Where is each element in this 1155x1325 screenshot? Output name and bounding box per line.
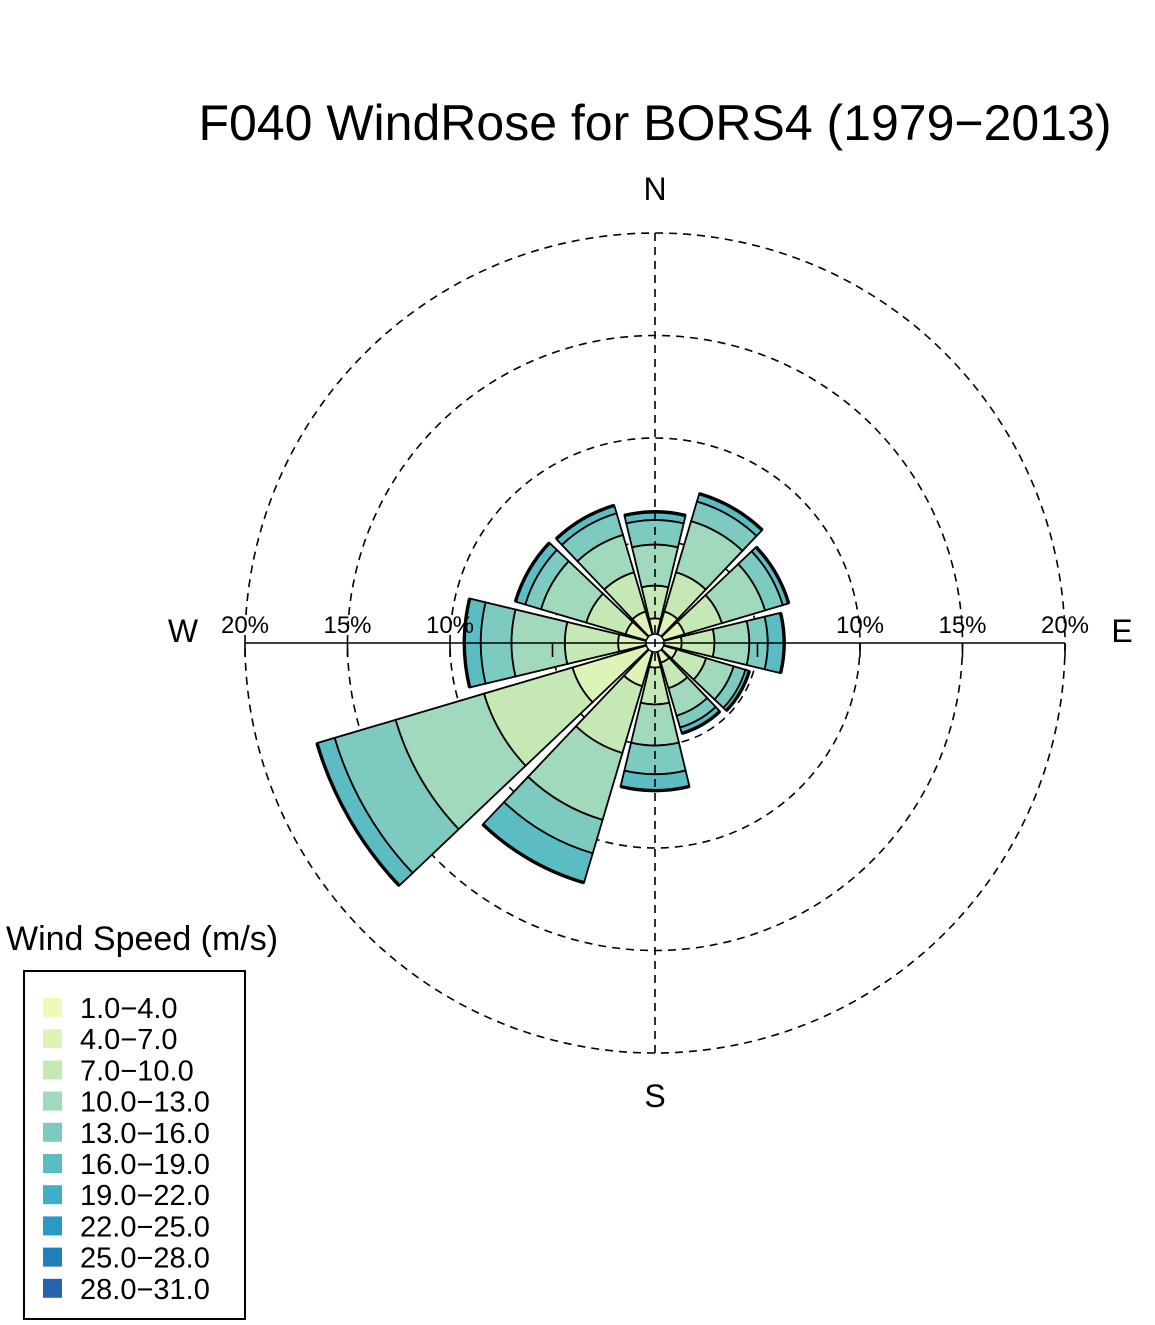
legend-label: 7.0−10.0 [80,1055,194,1087]
sector-segment-0-3 [630,543,680,589]
legend-label: 13.0−16.0 [80,1118,210,1150]
legend-swatch [43,1154,62,1173]
sector-outline-30 [698,491,764,532]
ring-label-west-20: 20% [221,612,269,639]
ring-label-east-20: 20% [1041,612,1089,639]
legend-label: 16.0−19.0 [80,1149,210,1181]
compass-label-east: E [1111,613,1132,649]
ring-label-east-10: 10% [836,612,884,639]
legend-title: Wind Speed (m/s) [6,920,278,958]
legend-label: 22.0−25.0 [80,1211,210,1243]
ring-label-west-10: 10% [426,612,474,639]
legend-swatch [43,1278,62,1298]
sector-outline-180 [620,784,690,793]
legend-label: 10.0−13.0 [80,1087,210,1119]
ring-label-east-15: 15% [938,612,986,639]
legend-label: 25.0−28.0 [80,1243,210,1275]
sectors [315,491,791,887]
legend-label: 19.0−22.0 [80,1180,210,1212]
sector-outline-240 [315,742,401,887]
sector-outline-300 [513,541,551,603]
legend-label: 28.0−31.0 [80,1274,210,1306]
compass-label-north: N [643,171,666,207]
legend: 1.0−4.04.0−7.07.0−10.010.0−13.013.0−16.0… [43,993,210,1306]
legend-swatch [43,998,62,1017]
legend-swatch [43,1247,62,1267]
axes [244,233,1066,1053]
legend-swatch [43,1122,62,1142]
sector-outline-150 [681,710,722,736]
sector-outline-60 [754,545,791,604]
compass-label-west: W [168,613,199,649]
legend-swatch [43,1091,62,1111]
sector-outline-210 [481,823,585,885]
sector-outline-330 [555,503,615,541]
sector-outline-120 [725,670,751,712]
legend-label: 1.0−4.0 [80,993,178,1025]
legend-swatch [43,1216,62,1236]
sector-outline-0 [623,510,687,518]
ring-labels: 10% 10% 15% 15% 20% 20% [221,612,1089,639]
legend-swatch [43,1029,62,1049]
legend-swatch [43,1185,62,1205]
legend-label: 4.0−7.0 [80,1024,178,1056]
ring-label-west-15: 15% [323,612,371,639]
compass-label-south: S [644,1078,665,1114]
chart-title: F040 WindRose for BORS4 (1979−2013) [199,95,1112,151]
legend-swatch [43,1060,62,1080]
